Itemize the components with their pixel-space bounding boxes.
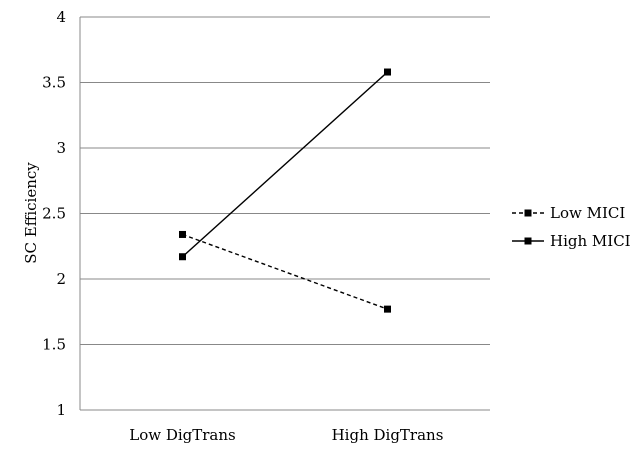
y-tick-label: 2 (56, 270, 66, 288)
data-point-marker (179, 230, 186, 238)
data-point-marker (384, 68, 391, 76)
y-tick-labels: 1 1.5 2 2.5 3 3.5 4 (42, 8, 66, 419)
y-tick-label: 2.5 (42, 205, 66, 223)
series-low-mici (179, 230, 391, 313)
series (179, 68, 391, 313)
series-line (182, 233, 388, 310)
legend-marker (524, 209, 532, 217)
y-axis-title: SC Efficiency (22, 162, 40, 264)
series-line (182, 71, 388, 258)
legend-marker (524, 237, 532, 245)
data-point-marker (384, 305, 391, 313)
legend-label: High MICI (550, 232, 631, 250)
x-tick-label: Low DigTrans (129, 426, 236, 444)
gridlines (80, 16, 490, 411)
series-high-mici (179, 68, 391, 261)
x-tick-labels: Low DigTrans High DigTrans (129, 426, 443, 444)
data-point-marker (179, 253, 186, 261)
y-tick-label: 3.5 (42, 74, 66, 92)
x-tick-label: High DigTrans (332, 426, 444, 444)
y-tick-label: 1 (56, 401, 66, 419)
y-tick-label: 4 (56, 8, 66, 26)
legend-label: Low MICI (550, 204, 625, 222)
y-tick-label: 3 (56, 139, 66, 157)
y-tick-label: 1.5 (42, 336, 66, 354)
legend: Low MICI High MICI (512, 204, 631, 250)
